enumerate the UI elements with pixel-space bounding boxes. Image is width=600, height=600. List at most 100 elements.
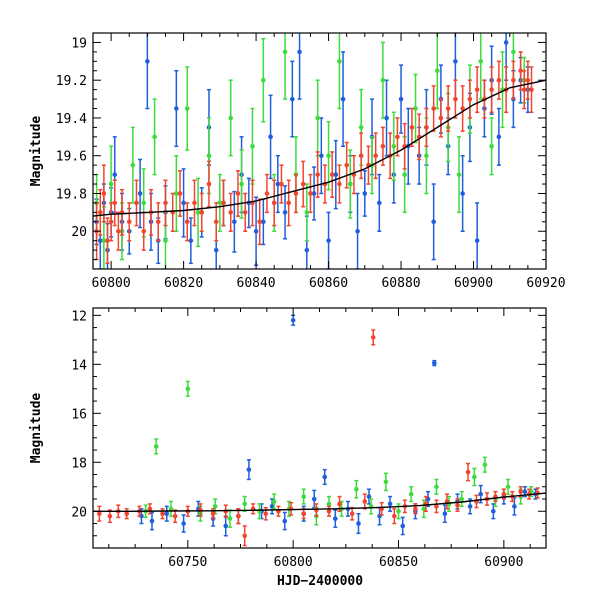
data-point [383, 479, 389, 485]
y-tick-label: 19 [71, 36, 87, 51]
data-point [496, 77, 502, 83]
data-point [181, 200, 186, 206]
data-point [199, 210, 205, 215]
data-point [413, 106, 418, 111]
data-point [141, 200, 147, 206]
data-point [242, 533, 248, 539]
data-point [282, 49, 288, 55]
data-point [491, 508, 496, 514]
data-point [413, 506, 418, 512]
data-point [358, 125, 364, 130]
data-point [185, 386, 191, 392]
data-point [311, 496, 317, 502]
data-point [409, 125, 415, 130]
data-point [107, 513, 113, 519]
data-point [391, 143, 397, 149]
data-point [362, 499, 368, 504]
data-point [489, 143, 494, 149]
x-tick-label: 60900 [454, 276, 493, 291]
data-point [164, 511, 170, 517]
data-point [511, 77, 516, 83]
data-point [373, 153, 378, 159]
data-point [275, 181, 281, 187]
data-point [501, 491, 507, 497]
bottom-panel-ticks: 60750 60800 60850 60900 12 14 16 18 20 [71, 308, 546, 570]
data-point [453, 59, 458, 64]
data-point [344, 162, 349, 168]
data-point [242, 501, 248, 507]
model-curve [93, 79, 546, 217]
top-panel-y-axis-label: Magnitude [29, 116, 44, 187]
data-point [518, 489, 524, 494]
data-point [315, 172, 320, 177]
data-point [395, 134, 400, 140]
y-tick-label: 19.8 [56, 187, 87, 202]
data-point [529, 87, 534, 92]
data-point [105, 238, 110, 243]
data-point [425, 496, 431, 502]
data-point [438, 115, 444, 121]
data-point [326, 501, 332, 507]
y-tick-label: 16 [71, 407, 87, 422]
data-point [112, 200, 118, 206]
data-point [326, 238, 331, 243]
data-point [217, 200, 223, 206]
data-point [354, 486, 359, 492]
y-tick-label: 19.6 [56, 150, 87, 165]
data-point [235, 191, 241, 196]
data-point [198, 507, 203, 513]
data-point [126, 219, 132, 225]
data-point [257, 219, 263, 225]
data-point [297, 49, 302, 55]
data-point [337, 501, 342, 507]
data-point [348, 181, 353, 187]
data-point [172, 513, 178, 519]
data-point [478, 59, 484, 64]
data-point [210, 511, 216, 517]
data-point [518, 68, 523, 74]
x-tick-label: 60850 [379, 555, 418, 570]
data-point [288, 506, 294, 512]
data-point [474, 238, 480, 243]
data-point [116, 228, 121, 234]
data-point [168, 506, 174, 512]
bottom-panel-y-axis-label: Magnitude [29, 393, 44, 464]
data-point [304, 210, 310, 215]
data-point [460, 191, 465, 196]
data-point [206, 181, 212, 187]
x-tick-label: 60900 [484, 555, 523, 570]
data-point [195, 210, 201, 215]
data-point [455, 502, 460, 508]
data-point [134, 200, 139, 206]
data-point [326, 508, 332, 514]
data-point [192, 200, 197, 206]
y-tick-label: 20 [71, 505, 87, 520]
data-point [472, 474, 477, 480]
data-point [97, 511, 102, 517]
data-point [271, 499, 277, 504]
top-panel-ticks: 60800 60820 60840 60860 60880 60900 60920 19 19.… [56, 33, 566, 291]
y-tick-label: 14 [71, 358, 87, 373]
y-tick-label: 19.2 [56, 74, 87, 89]
data-point [358, 153, 364, 159]
data-point [112, 172, 118, 177]
data-point [311, 191, 317, 196]
data-point [505, 484, 511, 490]
data-point [370, 335, 376, 340]
x-tick-label: 60820 [164, 276, 203, 291]
data-point [445, 106, 451, 111]
data-point [145, 59, 150, 64]
data-point [337, 181, 342, 187]
data-point [221, 200, 226, 206]
data-point [253, 228, 259, 234]
data-point [301, 511, 306, 517]
data-point [286, 200, 291, 206]
x-tick-label: 60800 [274, 555, 313, 570]
data-point [474, 87, 480, 92]
data-point [160, 511, 165, 517]
data-point [434, 504, 439, 509]
data-point [442, 511, 448, 517]
data-point [264, 191, 270, 196]
bottom-panel-frame [92, 307, 547, 549]
